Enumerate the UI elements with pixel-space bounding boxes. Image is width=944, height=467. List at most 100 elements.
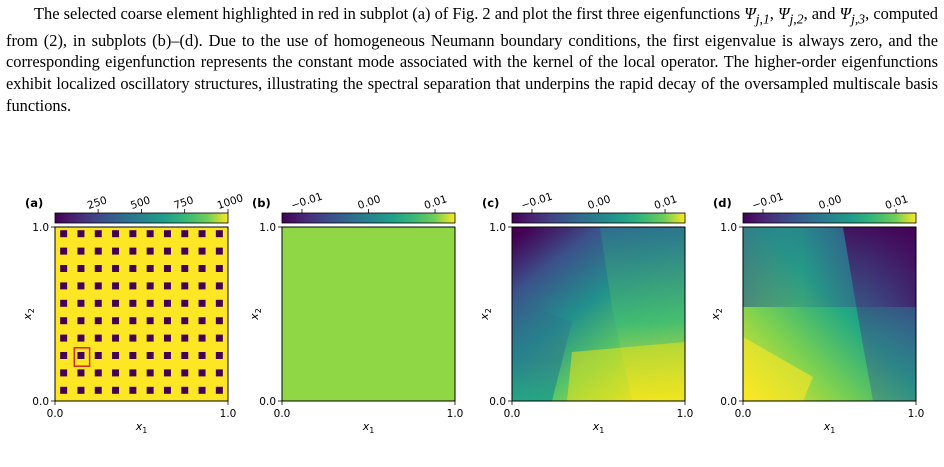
inclusion-cell [77, 282, 85, 290]
inclusion-cell [163, 334, 171, 342]
y-tick-label: 0.0 [32, 396, 49, 408]
inclusion-cell [146, 247, 154, 255]
inclusion-cell [129, 247, 137, 255]
inclusion-cell [146, 282, 154, 290]
panel-label: (c) [482, 196, 499, 210]
y-tick-label: 0.0 [720, 396, 737, 408]
axes-frame [511, 226, 686, 402]
panel-b: −0.01 0.00 0.01 (b) 1.0 0.00.0 1.0 x1 x2 [248, 191, 463, 435]
inclusion-cell [198, 247, 206, 255]
inclusion-cell [94, 352, 102, 359]
inclusion-cell [215, 352, 223, 359]
inclusion-cell [77, 334, 85, 342]
inclusion-cell [129, 299, 137, 307]
inclusion-cell [146, 386, 154, 394]
inclusion-cell [129, 334, 137, 342]
inclusion-cell [112, 282, 120, 290]
inclusion-cell [112, 230, 120, 238]
y-tick-label: 1.0 [32, 222, 49, 234]
x-axis-label: x1 [823, 420, 836, 435]
panel-c-field [512, 227, 685, 401]
inclusion-cell [94, 299, 102, 307]
colorbar-tick-label: 0.00 [356, 193, 382, 212]
inclusion-cell [163, 369, 171, 377]
colorbar-tick-label: 250 [86, 194, 109, 212]
inclusion-cell [146, 265, 154, 272]
inclusion-cell [94, 317, 102, 325]
inclusion-cell [112, 369, 120, 377]
x-tick-label: 1.0 [677, 408, 694, 420]
x-tick-label: 0.0 [274, 408, 291, 420]
y-tick-label: 1.0 [489, 222, 506, 234]
inclusion-cell [112, 247, 120, 255]
panel-d-field [743, 227, 916, 401]
psi-symbol-1: Ψj,1 [744, 4, 770, 27]
inclusion-cell [129, 369, 137, 377]
panel-a: 250 500 750 1000 (a) 1.0 0.00.0 1.0 x1 x2 [21, 192, 245, 435]
colorbar [511, 212, 686, 224]
inclusion-cell [94, 369, 102, 377]
x-tick-label: 0.0 [504, 408, 521, 420]
inclusion-cell [181, 369, 189, 377]
y-tick-label: 0.0 [489, 396, 506, 408]
inclusion-cell [129, 230, 137, 238]
inclusion-cell [112, 265, 120, 272]
inclusion-cell [181, 352, 189, 359]
inclusion-cell [198, 386, 206, 394]
y-axis-label: x2 [248, 308, 263, 321]
inclusion-cell [129, 386, 137, 394]
inclusion-cell [146, 299, 154, 307]
inclusion-cell [198, 299, 206, 307]
inclusion-cell [60, 352, 68, 359]
inclusion-cell [60, 230, 68, 238]
inclusion-cell [77, 352, 85, 359]
inclusion-cell [181, 334, 189, 342]
field-left-lobe [512, 297, 572, 401]
panel-label: (a) [25, 196, 43, 210]
panel-label: (b) [252, 196, 271, 210]
inclusion-cell [181, 265, 189, 272]
inclusion-cell [129, 282, 137, 290]
inclusion-cell [198, 369, 206, 377]
inclusion-cell [146, 352, 154, 359]
colorbar-tick-label: 0.01 [423, 193, 449, 212]
inclusion-cell [94, 265, 102, 272]
panel-d: −0.01 0.00 0.01 (d) 1.0 0.00.0 1.0 x1 x2 [709, 191, 924, 435]
psi-symbol-2: Ψj,2 [777, 4, 804, 27]
inclusion-cell [163, 265, 171, 272]
inclusion-cell [215, 317, 223, 325]
y-tick-label: 1.0 [259, 222, 276, 234]
highlighted-coarse-element [73, 347, 91, 367]
inclusion-cell [77, 230, 85, 238]
colorbar-tick-label: 0.01 [884, 193, 910, 212]
inclusion-cell [146, 230, 154, 238]
inclusion-cell [146, 334, 154, 342]
inclusion-cell [163, 386, 171, 394]
inclusion-cell [60, 334, 68, 342]
y-tick-label: 0.0 [259, 396, 276, 408]
psi-symbol-3: Ψj,3 [839, 4, 866, 27]
inclusion-cell [60, 265, 68, 272]
inclusion-cell [198, 317, 206, 325]
colorbar-tick-label: 750 [172, 194, 195, 212]
inclusion-cell [215, 299, 223, 307]
colorbar-tick-label: −0.01 [751, 191, 785, 212]
paragraph-text-2: , computed from (2), in subplots (b)–(d)… [6, 4, 938, 115]
panel-b-constant-field [282, 227, 455, 401]
inclusion-cell [198, 282, 206, 290]
inclusion-cell [94, 386, 102, 394]
colorbar-tick-label: 0.00 [586, 193, 612, 212]
colorbar-tick-label: 1000 [216, 192, 245, 212]
inclusion-cell [146, 317, 154, 325]
y-axis-label: x2 [21, 308, 36, 321]
inclusion-cell [60, 299, 68, 307]
inclusion-cell [77, 299, 85, 307]
inclusion-cell [129, 317, 137, 325]
x-axis-label: x1 [592, 420, 605, 435]
inclusion-cell [215, 386, 223, 394]
x-tick-label: 0.0 [47, 408, 64, 420]
x-tick-label: 1.0 [908, 408, 925, 420]
inclusion-cell [163, 299, 171, 307]
inclusion-cell [94, 334, 102, 342]
panel-c: −0.01 0.00 0.01 (c) 1.0 0.00.0 1.0 x1 x2 [478, 191, 693, 435]
